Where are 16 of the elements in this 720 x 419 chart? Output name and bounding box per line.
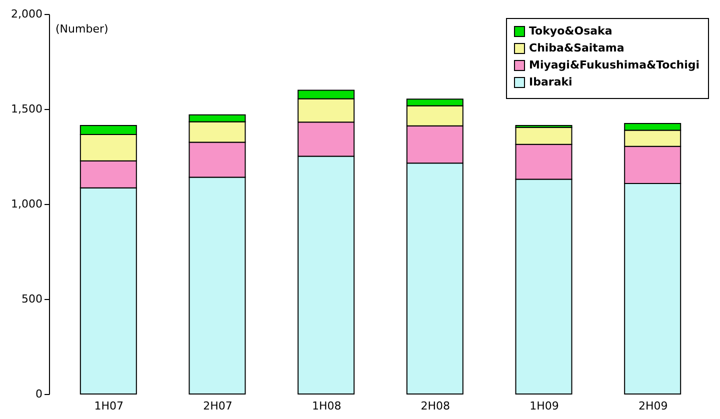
y-axis-title: (Number) (56, 22, 108, 36)
legend-label: Ibaraki (529, 76, 572, 88)
y-tick-label: 1,000 (11, 198, 42, 210)
y-tick-label: 0 (36, 388, 42, 400)
legend-label: Miyagi&Fukushima&Tochigi (529, 58, 700, 72)
x-tick-label: 1H07 (94, 400, 124, 412)
y-tick-label: 1,500 (11, 102, 42, 116)
x-tick-label: 1H09 (530, 400, 559, 412)
x-tick-label: 2H08 (420, 400, 450, 412)
x-tick-label: 2H09 (638, 400, 668, 412)
x-tick-label: 2H07 (203, 400, 232, 412)
legend-label: Tokyo&Osaka (529, 24, 612, 38)
y-tick-label: 500 (22, 292, 42, 306)
legend-label: Chiba&Saitama (529, 42, 624, 54)
y-tick-label: 2,000 (11, 8, 42, 20)
x-tick-label: 1H08 (312, 400, 342, 412)
